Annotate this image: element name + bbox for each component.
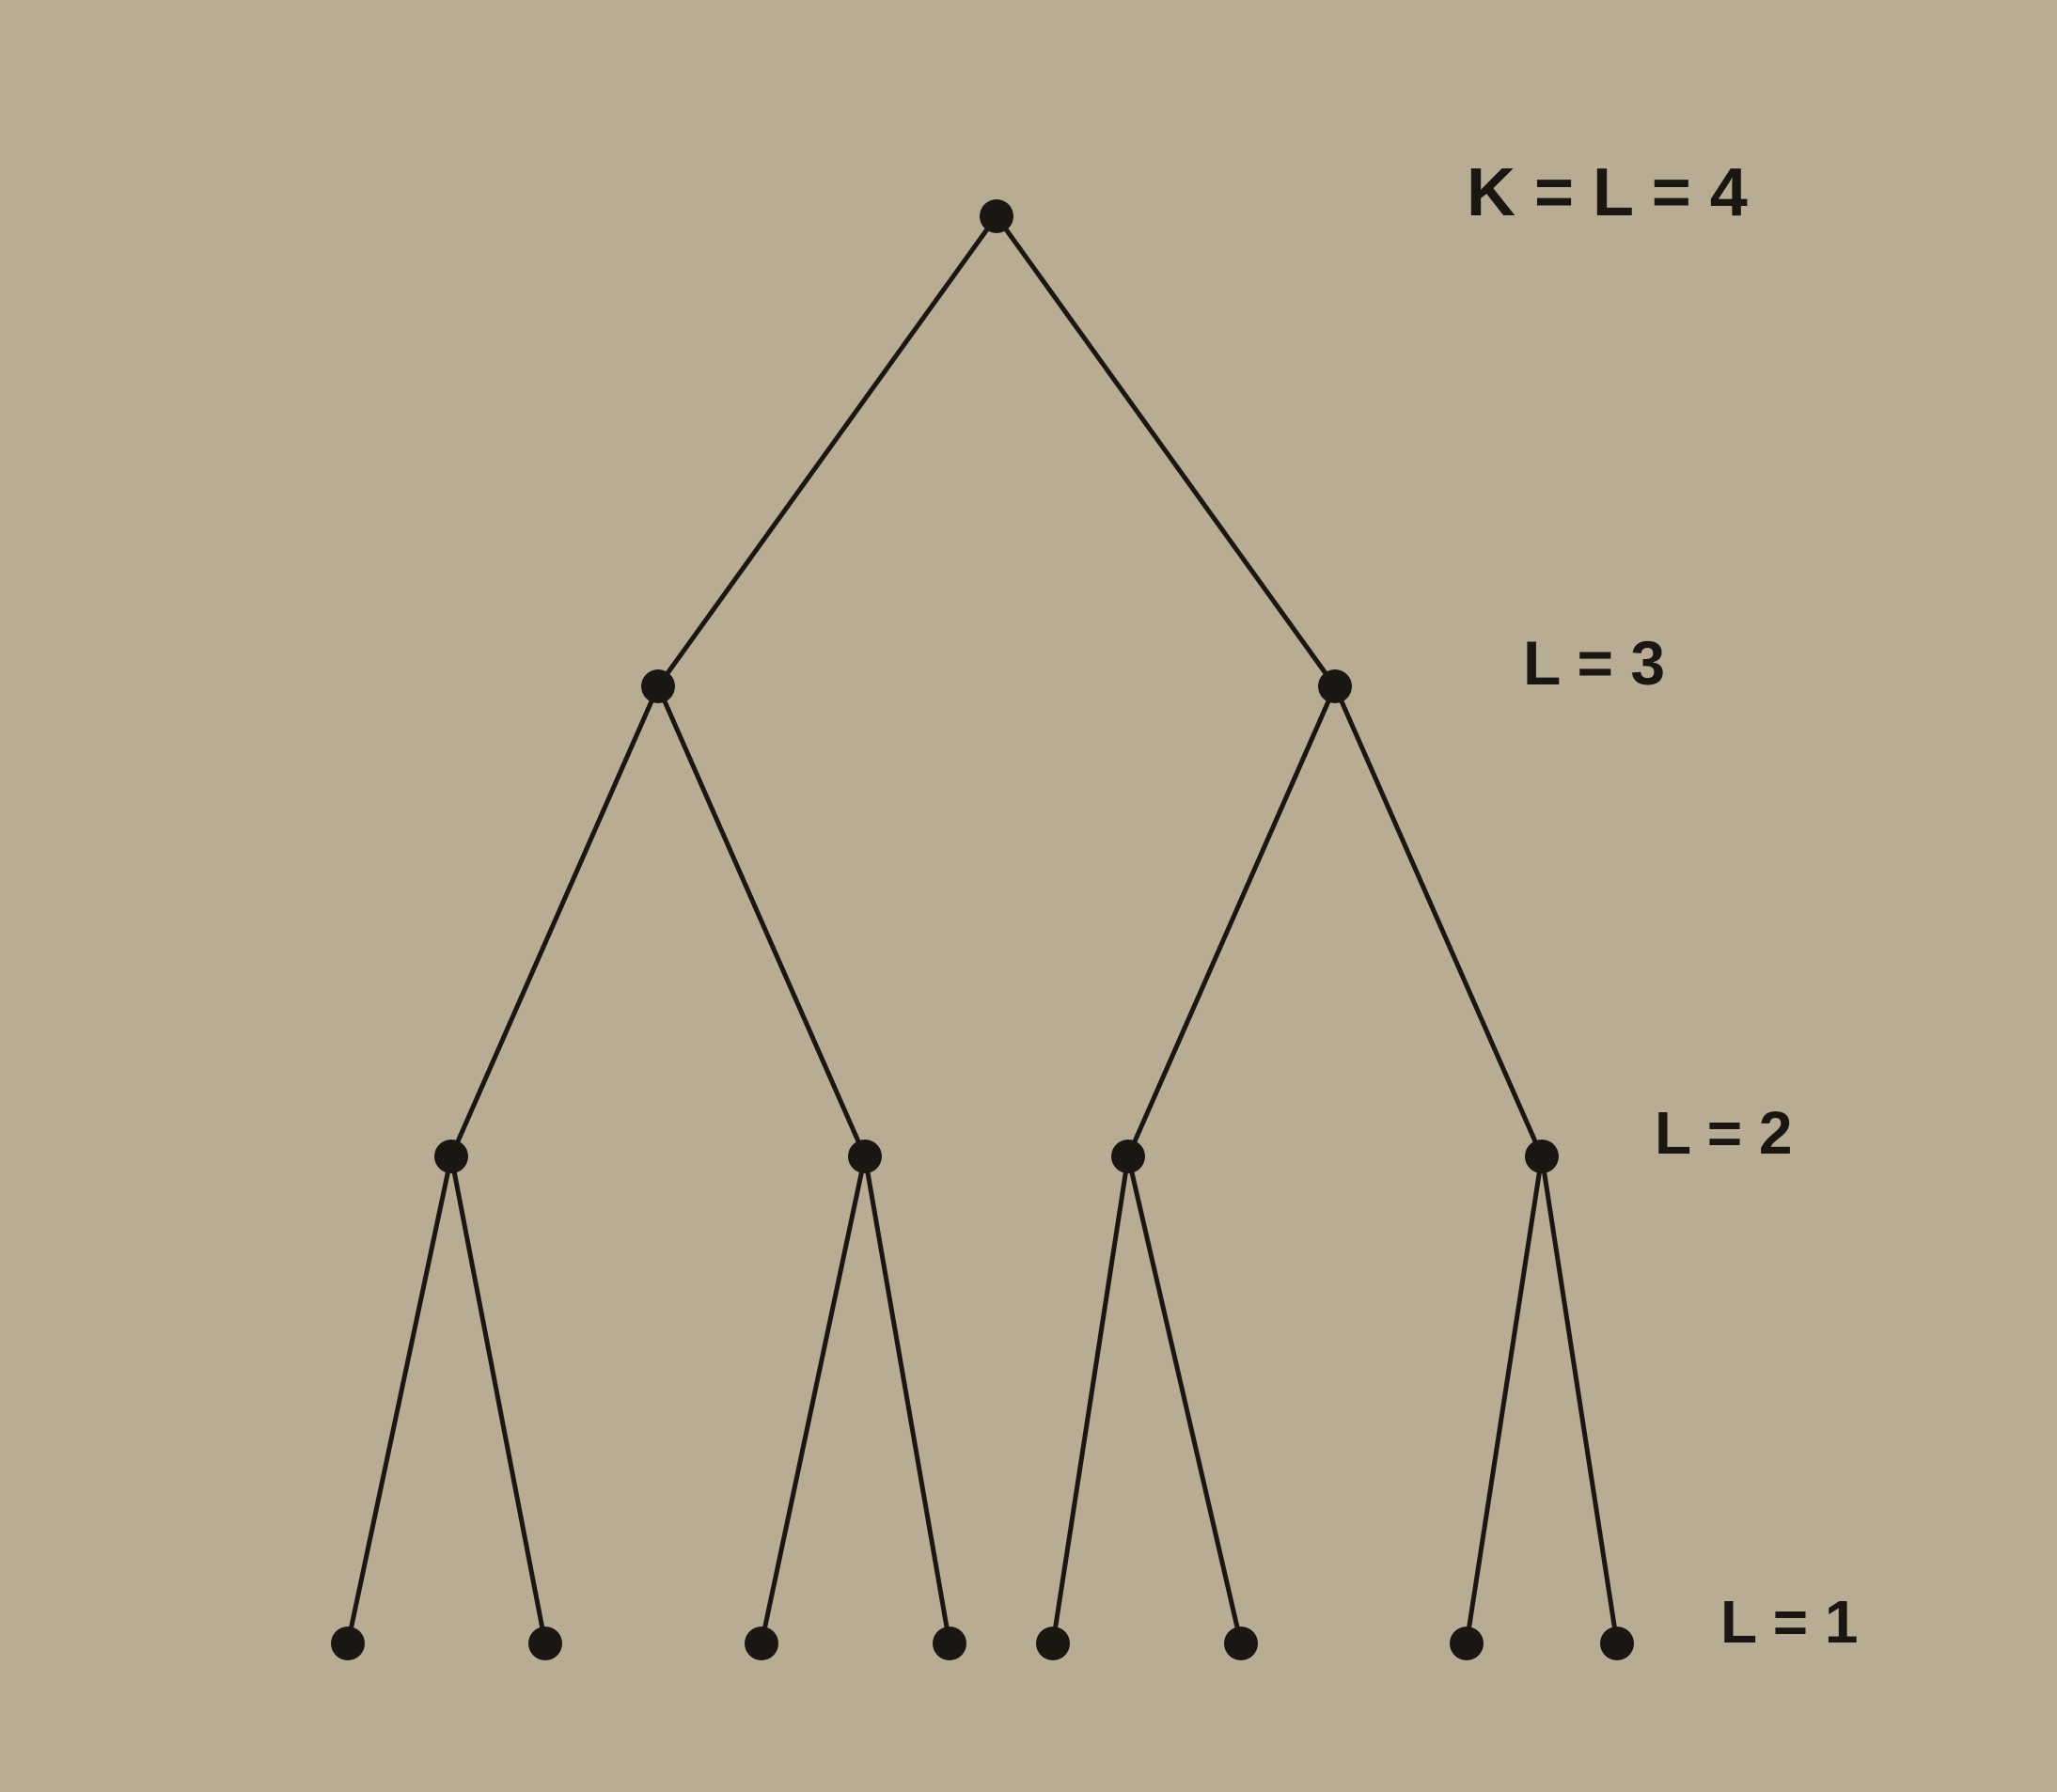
edges-group bbox=[348, 216, 1617, 1643]
tree-node bbox=[1600, 1627, 1634, 1660]
tree-edge bbox=[1467, 1156, 1542, 1643]
tree-edge bbox=[658, 216, 997, 686]
tree-node bbox=[641, 669, 675, 703]
tree-node bbox=[745, 1627, 778, 1660]
tree-edge bbox=[451, 1156, 545, 1643]
tree-edge bbox=[348, 1156, 451, 1643]
tree-edge bbox=[658, 686, 865, 1156]
tree-edge bbox=[1542, 1156, 1617, 1643]
tree-edge bbox=[762, 1156, 865, 1643]
level-3-label: L = 3 bbox=[1523, 627, 1665, 699]
level-1-label: L = 1 bbox=[1720, 1587, 1858, 1657]
level-2-label: L = 2 bbox=[1655, 1098, 1792, 1168]
tree-edge bbox=[1335, 686, 1542, 1156]
level-4-label: K = L = 4 bbox=[1467, 154, 1748, 231]
tree-node bbox=[1111, 1140, 1145, 1173]
tree-edge bbox=[1128, 1156, 1241, 1643]
tree-node bbox=[1450, 1627, 1484, 1660]
tree-edge bbox=[451, 686, 658, 1156]
tree-node bbox=[1318, 669, 1352, 703]
tree-edge bbox=[1128, 686, 1335, 1156]
tree-node bbox=[980, 199, 1013, 233]
tree-node bbox=[933, 1627, 966, 1660]
tree-diagram: K = L = 4 L = 3 L = 2 L = 1 bbox=[0, 0, 2057, 1792]
tree-node bbox=[1036, 1627, 1070, 1660]
tree-node bbox=[848, 1140, 882, 1173]
tree-node bbox=[1525, 1140, 1559, 1173]
tree-node bbox=[434, 1140, 468, 1173]
tree-node bbox=[331, 1627, 365, 1660]
tree-svg bbox=[0, 0, 2057, 1792]
tree-edge bbox=[1053, 1156, 1128, 1643]
tree-node bbox=[528, 1627, 562, 1660]
tree-edge bbox=[865, 1156, 950, 1643]
tree-node bbox=[1224, 1627, 1258, 1660]
tree-edge bbox=[997, 216, 1335, 686]
nodes-group bbox=[331, 199, 1634, 1660]
